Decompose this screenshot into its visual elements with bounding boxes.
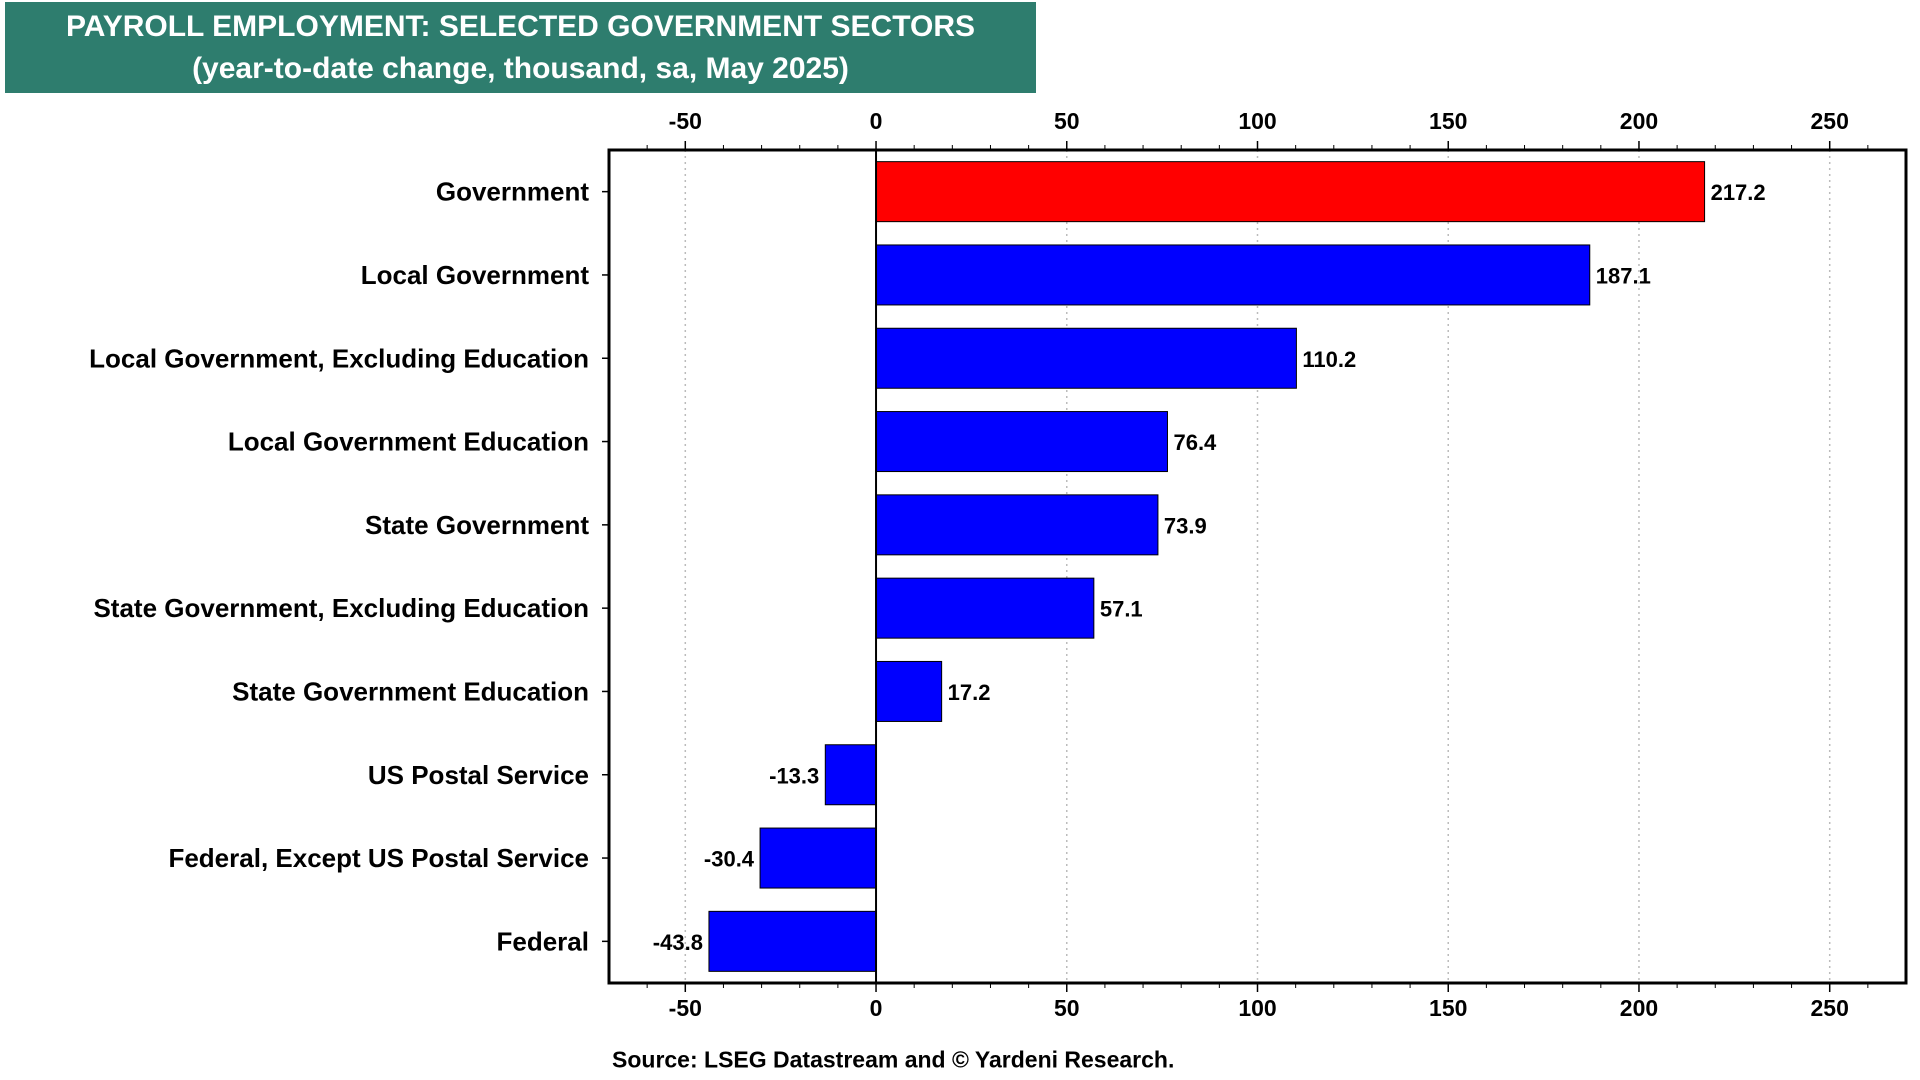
x-tick-label-top: 150 bbox=[1429, 108, 1467, 134]
x-tick-label-bottom: 250 bbox=[1811, 995, 1849, 1021]
category-label: Government bbox=[436, 177, 589, 207]
source-note: Source: LSEG Datastream and © Yardeni Re… bbox=[612, 1046, 1175, 1073]
x-tick-label-bottom: 0 bbox=[870, 995, 883, 1021]
data-label: -13.3 bbox=[769, 763, 819, 788]
x-tick-label-top: -50 bbox=[669, 108, 702, 134]
bar bbox=[875, 244, 1591, 306]
bar bbox=[875, 577, 1095, 639]
category-label: US Postal Service bbox=[368, 760, 589, 790]
chart-title-box: PAYROLL EMPLOYMENT: SELECTED GOVERNMENT … bbox=[5, 2, 1036, 93]
category-label: State Government bbox=[365, 510, 589, 540]
bar bbox=[875, 494, 1159, 556]
category-label: State Government Education bbox=[232, 676, 589, 706]
bar bbox=[875, 161, 1706, 223]
bar bbox=[875, 411, 1168, 473]
x-tick-label-bottom: -50 bbox=[669, 995, 702, 1021]
data-label: 17.2 bbox=[948, 680, 991, 705]
bar bbox=[875, 327, 1297, 389]
bar bbox=[759, 827, 877, 889]
data-label: 217.2 bbox=[1711, 180, 1766, 205]
x-tick-label-bottom: 150 bbox=[1429, 995, 1467, 1021]
category-label: Federal, Except US Postal Service bbox=[168, 843, 589, 873]
chart-title: PAYROLL EMPLOYMENT: SELECTED GOVERNMENT … bbox=[66, 10, 975, 43]
bar bbox=[708, 910, 877, 972]
x-tick-label-top: 0 bbox=[870, 108, 883, 134]
plot-frame bbox=[607, 148, 1908, 985]
data-label: 187.1 bbox=[1596, 263, 1651, 288]
category-label: Local Government, Excluding Education bbox=[89, 343, 589, 373]
x-tick-label-top: 250 bbox=[1811, 108, 1849, 134]
x-tick-label-top: 100 bbox=[1238, 108, 1276, 134]
data-label: 110.2 bbox=[1302, 347, 1356, 372]
x-tick-label-bottom: 50 bbox=[1054, 995, 1080, 1021]
x-tick-label-top: 200 bbox=[1620, 108, 1658, 134]
data-label: 76.4 bbox=[1173, 430, 1217, 455]
category-label: Local Government Education bbox=[228, 427, 589, 457]
bar bbox=[875, 660, 943, 722]
bar bbox=[824, 744, 877, 806]
data-label: 73.9 bbox=[1164, 513, 1207, 538]
data-label: -43.8 bbox=[653, 930, 703, 955]
x-tick-label-bottom: 100 bbox=[1238, 995, 1276, 1021]
data-label: -30.4 bbox=[704, 847, 755, 872]
category-label: Local Government bbox=[361, 260, 590, 290]
x-tick-label-bottom: 200 bbox=[1620, 995, 1658, 1021]
category-label: State Government, Excluding Education bbox=[93, 593, 589, 623]
chart-subtitle: (year-to-date change, thousand, sa, May … bbox=[192, 52, 849, 85]
x-tick-label-top: 50 bbox=[1054, 108, 1080, 134]
category-label: Federal bbox=[497, 926, 590, 956]
data-label: 57.1 bbox=[1100, 597, 1143, 622]
